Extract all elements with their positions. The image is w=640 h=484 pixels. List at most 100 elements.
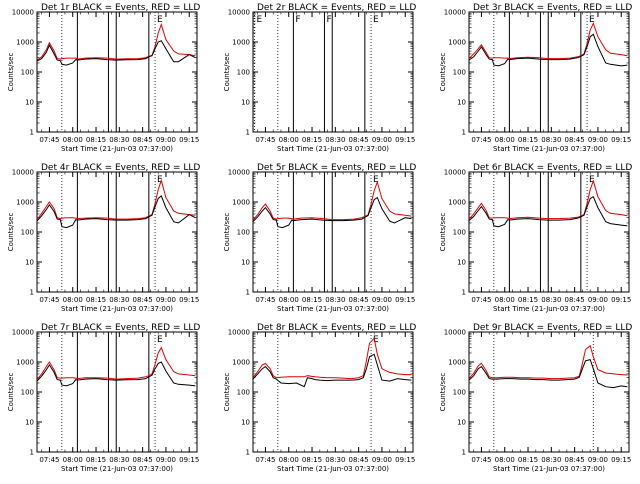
y-tick-label: 1000 [16,39,34,47]
x-tick-label: 07:45 [471,456,491,464]
y-tick-label: 100 [237,229,250,237]
events-series-line [36,40,196,66]
x-tick-label: 09:15 [179,456,199,464]
y-tick-label: 100 [453,389,466,397]
events-series-line [468,359,628,389]
x-axis-label: Start Time (21-Jun-03 07:37:00) [277,305,389,313]
events-series-line [36,361,196,387]
x-tick-label: 09:00 [588,136,608,144]
x-tick-label: 07:45 [39,136,59,144]
panel-3: Det 3r BLACK = Events, RED = LLD 1 10 100 10… [439,3,632,153]
x-tick-label: 07:45 [471,136,491,144]
y-tick-label: 10000 [444,9,466,17]
lld-series-line [36,346,196,380]
x-tick-label: 09:15 [179,136,199,144]
events-series-line [36,195,196,229]
x-tick-label: 08:45 [565,456,585,464]
x-axis-label: Start Time (21-Jun-03 07:37:00) [61,145,173,153]
panel-8: Det 8r BLACK = Events, RED = LLD 1 10 100 10… [223,323,416,473]
plot-frame [36,171,198,293]
x-tick-label: 08:15 [86,296,106,304]
panel-title: Det 1r BLACK = Events, RED = LLD [41,3,200,13]
x-tick-label: 08:45 [565,136,585,144]
y-tick-label: 100 [21,229,34,237]
x-tick-label: 08:00 [279,136,299,144]
x-tick-label: 08:45 [133,296,153,304]
y-axis-label: Counts/sec [223,213,231,252]
x-tick-label: 07:45 [39,456,59,464]
x-tick-label: 07:45 [39,296,59,304]
y-tick-label: 10 [457,259,466,267]
y-tick-label: 10 [241,419,250,427]
y-tick-label: 1000 [448,199,466,207]
y-tick-label: 100 [21,389,34,397]
panel-title: Det 4r BLACK = Events, RED = LLD [41,163,200,173]
y-tick-label: 1 [246,129,250,137]
x-tick-label: 08:45 [349,136,369,144]
x-tick-label: 09:15 [611,296,631,304]
plot-frame [252,11,414,133]
time-marker-letter: E [373,175,379,185]
x-tick-label: 08:45 [349,296,369,304]
y-tick-label: 10 [241,99,250,107]
time-marker-letter: E [157,335,163,345]
y-tick-label: 10 [457,99,466,107]
panel-6: Det 6r BLACK = Events, RED = LLD 1 10 100 10… [439,163,632,313]
x-tick-label: 08:30 [541,136,561,144]
y-tick-label: 100 [453,69,466,77]
x-tick-label: 08:00 [63,456,83,464]
x-tick-label: 08:45 [133,136,153,144]
x-tick-label: 08:30 [541,296,561,304]
x-tick-label: 08:30 [325,456,345,464]
events-series-line [252,196,412,229]
x-tick-label: 09:15 [395,136,415,144]
x-tick-label: 07:45 [471,296,491,304]
x-tick-label: 07:45 [255,456,275,464]
y-axis-label: Counts/sec [223,373,231,412]
time-marker-letter: E [157,175,163,185]
y-axis-label: Counts/sec [439,213,447,252]
y-tick-label: 100 [453,229,466,237]
panel-4: Det 4r BLACK = Events, RED = LLD 1 10 100 10… [7,163,200,313]
lld-series-line [468,21,628,60]
x-tick-label: 08:15 [518,136,538,144]
time-marker-letter: E [157,15,163,25]
events-series-line [468,33,628,67]
y-tick-label: 1000 [16,199,34,207]
y-tick-label: 10 [25,99,34,107]
x-tick-label: 09:00 [156,296,176,304]
x-tick-label: 09:00 [588,296,608,304]
y-tick-label: 1 [30,129,34,137]
x-axis-label: Start Time (21-Jun-03 07:37:00) [61,305,173,313]
plot-frame [468,331,630,453]
x-tick-label: 08:00 [495,296,515,304]
x-tick-label: 08:30 [109,296,129,304]
y-tick-label: 10 [457,419,466,427]
events-series-line [252,353,412,388]
x-tick-label: 07:45 [255,136,275,144]
panel-7: Det 7r BLACK = Events, RED = LLD 1 10 100 10… [7,323,200,473]
time-marker-letter: E [373,335,379,345]
lld-series-line [252,180,412,221]
plot-frame [468,11,630,133]
panel-title: Det 5r BLACK = Events, RED = LLD [257,163,416,173]
x-tick-label: 08:15 [518,456,538,464]
x-tick-label: 08:15 [302,296,322,304]
x-tick-label: 08:15 [86,456,106,464]
x-tick-label: 08:00 [63,136,83,144]
y-tick-label: 100 [237,389,250,397]
y-tick-label: 10 [25,259,34,267]
y-tick-label: 1000 [448,39,466,47]
y-axis-label: Counts/sec [439,373,447,412]
x-tick-label: 08:30 [325,136,345,144]
y-tick-label: 10000 [228,169,250,177]
x-tick-label: 08:30 [325,296,345,304]
x-tick-label: 08:30 [541,456,561,464]
x-tick-label: 08:30 [109,456,129,464]
x-tick-label: 08:00 [495,136,515,144]
x-tick-label: 08:30 [109,136,129,144]
time-marker-letter: E [373,15,379,25]
lld-series-line [468,179,628,220]
lld-series-line [36,178,196,220]
x-axis-label: Start Time (21-Jun-03 07:37:00) [493,465,605,473]
